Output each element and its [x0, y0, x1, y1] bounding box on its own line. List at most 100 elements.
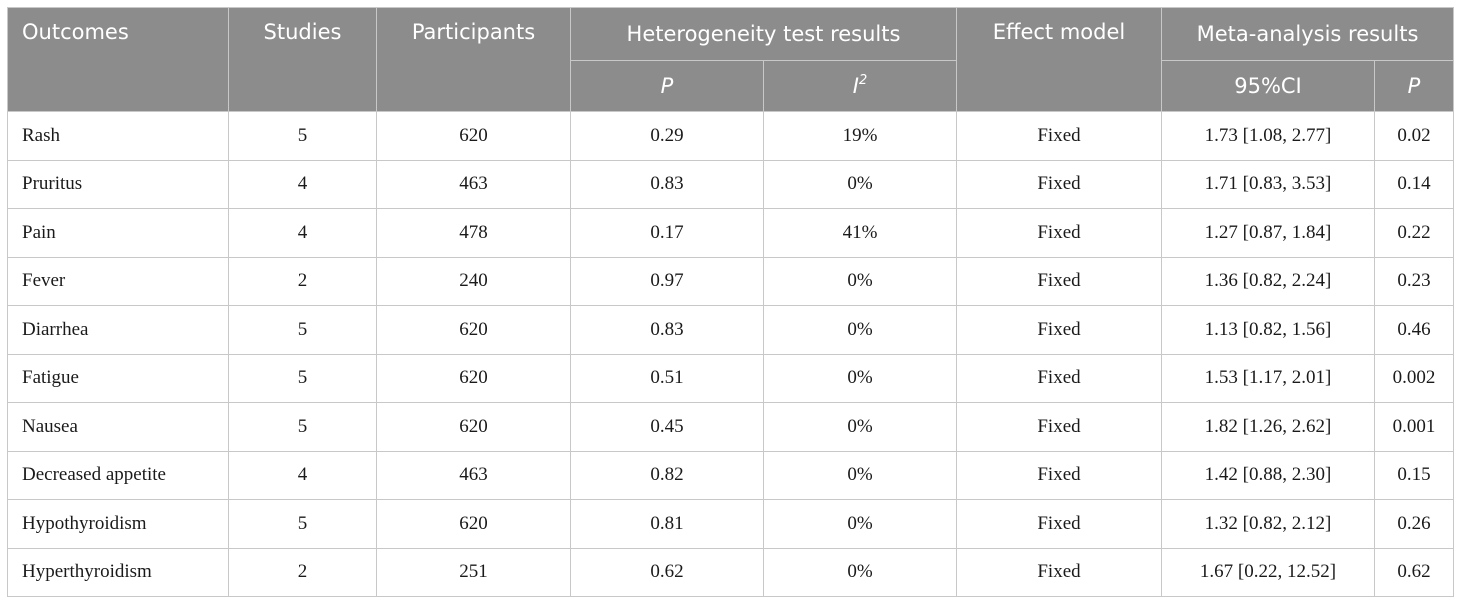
cell-i2: 41% [763, 208, 957, 258]
cell-studies: 4 [228, 159, 377, 209]
cell-outcome: Decreased appetite [7, 450, 229, 500]
table-header: Outcomes Studies Participants Heterogene… [7, 7, 1454, 112]
cell-outcome: Nausea [7, 402, 229, 452]
cell-effect-model: Fixed [956, 111, 1162, 161]
cell-p: 0.46 [1374, 305, 1454, 355]
cell-studies: 5 [228, 402, 377, 452]
cell-het-p: 0.45 [570, 402, 764, 452]
cell-ci: 1.67 [0.22, 12.52] [1161, 547, 1375, 597]
cell-p: 0.02 [1374, 111, 1454, 161]
cell-outcome: Diarrhea [7, 305, 229, 355]
cell-ci: 1.36 [0.82, 2.24] [1161, 256, 1375, 306]
cell-studies: 4 [228, 208, 377, 258]
header-i-letter: I [852, 73, 859, 98]
cell-i2: 19% [763, 111, 957, 161]
cell-het-p: 0.83 [570, 305, 764, 355]
cell-participants: 463 [376, 159, 571, 209]
cell-studies: 5 [228, 111, 377, 161]
cell-i2: 0% [763, 256, 957, 306]
cell-ci: 1.42 [0.88, 2.30] [1161, 450, 1375, 500]
table-body: Rash 5 620 0.29 19% Fixed 1.73 [1.08, 2.… [7, 111, 1454, 597]
cell-participants: 463 [376, 450, 571, 500]
cell-participants: 478 [376, 208, 571, 258]
cell-het-p: 0.62 [570, 547, 764, 597]
cell-effect-model: Fixed [956, 159, 1162, 209]
cell-het-p: 0.51 [570, 353, 764, 403]
cell-p: 0.14 [1374, 159, 1454, 209]
table-row: Fever 2 240 0.97 0% Fixed 1.36 [0.82, 2.… [7, 256, 1454, 306]
table-row: Rash 5 620 0.29 19% Fixed 1.73 [1.08, 2.… [7, 111, 1454, 161]
cell-participants: 251 [376, 547, 571, 597]
cell-p: 0.26 [1374, 499, 1454, 549]
cell-i2: 0% [763, 353, 957, 403]
cell-outcome: Hypothyroidism [7, 499, 229, 549]
header-heterogeneity-i2: I2 [763, 60, 957, 112]
header-participants: Participants [376, 7, 571, 112]
cell-effect-model: Fixed [956, 547, 1162, 597]
table-row: Diarrhea 5 620 0.83 0% Fixed 1.13 [0.82,… [7, 305, 1454, 355]
cell-ci: 1.53 [1.17, 2.01] [1161, 353, 1375, 403]
table-row: Pain 4 478 0.17 41% Fixed 1.27 [0.87, 1.… [7, 208, 1454, 258]
cell-i2: 0% [763, 450, 957, 500]
cell-participants: 620 [376, 402, 571, 452]
cell-participants: 620 [376, 111, 571, 161]
cell-outcome: Pruritus [7, 159, 229, 209]
header-heterogeneity-p: P [570, 60, 764, 112]
cell-effect-model: Fixed [956, 256, 1162, 306]
cell-p: 0.62 [1374, 547, 1454, 597]
cell-participants: 620 [376, 305, 571, 355]
cell-studies: 5 [228, 353, 377, 403]
cell-ci: 1.32 [0.82, 2.12] [1161, 499, 1375, 549]
cell-het-p: 0.97 [570, 256, 764, 306]
header-meta-analysis: Meta-analysis results [1161, 7, 1454, 61]
cell-i2: 0% [763, 402, 957, 452]
meta-analysis-table: Outcomes Studies Participants Heterogene… [7, 7, 1454, 597]
table-row: Decreased appetite 4 463 0.82 0% Fixed 1… [7, 450, 1454, 500]
cell-het-p: 0.17 [570, 208, 764, 258]
cell-i2: 0% [763, 547, 957, 597]
header-effect-model: Effect model [956, 7, 1162, 112]
cell-participants: 620 [376, 353, 571, 403]
header-i-superscript: 2 [858, 72, 868, 88]
header-studies: Studies [228, 7, 377, 112]
table-row: Pruritus 4 463 0.83 0% Fixed 1.71 [0.83,… [7, 159, 1454, 209]
cell-het-p: 0.81 [570, 499, 764, 549]
cell-studies: 5 [228, 499, 377, 549]
cell-i2: 0% [763, 499, 957, 549]
cell-effect-model: Fixed [956, 305, 1162, 355]
cell-participants: 240 [376, 256, 571, 306]
cell-outcome: Pain [7, 208, 229, 258]
cell-effect-model: Fixed [956, 450, 1162, 500]
cell-studies: 5 [228, 305, 377, 355]
cell-outcome: Hyperthyroidism [7, 547, 229, 597]
cell-p: 0.002 [1374, 353, 1454, 403]
cell-outcome: Fever [7, 256, 229, 306]
cell-p: 0.15 [1374, 450, 1454, 500]
cell-studies: 2 [228, 256, 377, 306]
cell-outcome: Rash [7, 111, 229, 161]
cell-ci: 1.71 [0.83, 3.53] [1161, 159, 1375, 209]
header-meta-p: P [1374, 60, 1454, 112]
cell-het-p: 0.29 [570, 111, 764, 161]
cell-i2: 0% [763, 305, 957, 355]
cell-i2: 0% [763, 159, 957, 209]
header-heterogeneity: Heterogeneity test results [570, 7, 957, 61]
cell-ci: 1.13 [0.82, 1.56] [1161, 305, 1375, 355]
cell-p: 0.001 [1374, 402, 1454, 452]
cell-effect-model: Fixed [956, 353, 1162, 403]
table-row: Nausea 5 620 0.45 0% Fixed 1.82 [1.26, 2… [7, 402, 1454, 452]
table-row: Hypothyroidism 5 620 0.81 0% Fixed 1.32 … [7, 499, 1454, 549]
cell-p: 0.23 [1374, 256, 1454, 306]
cell-het-p: 0.82 [570, 450, 764, 500]
cell-ci: 1.82 [1.26, 2.62] [1161, 402, 1375, 452]
cell-effect-model: Fixed [956, 208, 1162, 258]
table-row: Hyperthyroidism 2 251 0.62 0% Fixed 1.67… [7, 547, 1454, 597]
cell-ci: 1.73 [1.08, 2.77] [1161, 111, 1375, 161]
cell-p: 0.22 [1374, 208, 1454, 258]
table-row: Fatigue 5 620 0.51 0% Fixed 1.53 [1.17, … [7, 353, 1454, 403]
cell-het-p: 0.83 [570, 159, 764, 209]
header-outcomes: Outcomes [7, 7, 229, 112]
cell-participants: 620 [376, 499, 571, 549]
cell-effect-model: Fixed [956, 402, 1162, 452]
cell-ci: 1.27 [0.87, 1.84] [1161, 208, 1375, 258]
